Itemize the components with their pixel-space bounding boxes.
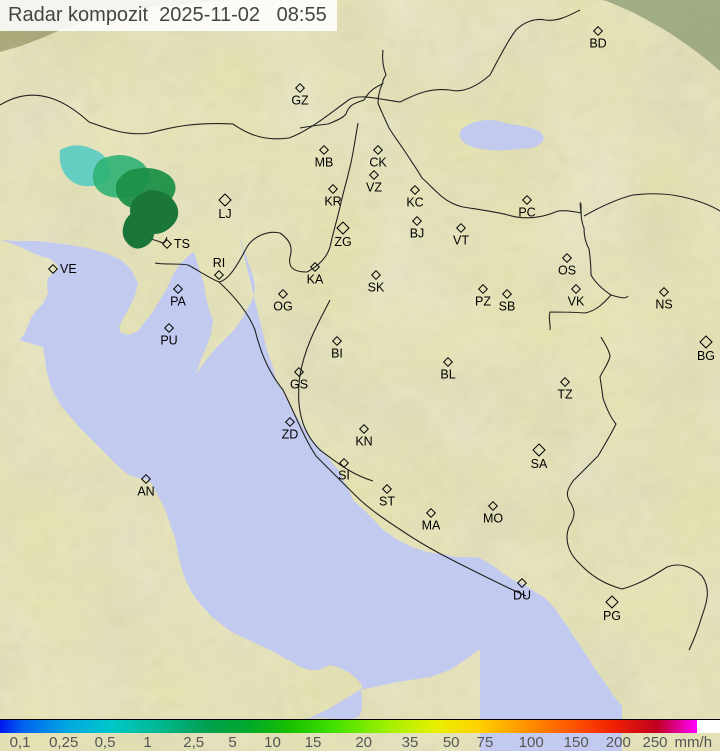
svg-text:0,5: 0,5 [95,734,116,751]
svg-text:PA: PA [170,294,186,308]
svg-text:VK: VK [568,294,585,308]
svg-text:RI: RI [213,256,226,270]
svg-text:PU: PU [160,333,177,347]
svg-text:GZ: GZ [291,93,309,107]
svg-text:ZD: ZD [282,427,299,441]
svg-text:KC: KC [406,195,423,209]
svg-text:50: 50 [443,734,460,751]
svg-text:0,25: 0,25 [49,734,78,751]
svg-text:2,5: 2,5 [183,734,204,751]
svg-text:15: 15 [305,734,322,751]
svg-text:SB: SB [499,299,516,313]
svg-text:BG: BG [697,349,715,363]
svg-text:AN: AN [137,484,154,498]
svg-text:OS: OS [558,263,576,277]
svg-text:LJ: LJ [218,207,231,221]
svg-text:VZ: VZ [366,180,382,194]
svg-text:BI: BI [331,346,343,360]
svg-text:PC: PC [518,205,535,219]
svg-text:TS: TS [174,237,190,251]
svg-text:150: 150 [564,734,589,751]
svg-text:PG: PG [603,609,621,623]
svg-text:MO: MO [483,511,503,525]
svg-text:PZ: PZ [475,294,491,308]
svg-text:SK: SK [368,280,385,294]
svg-text:MA: MA [422,518,441,532]
svg-text:VE: VE [60,262,77,276]
svg-text:BD: BD [589,36,606,50]
svg-text:10: 10 [264,734,281,751]
svg-text:mm/h: mm/h [675,734,713,751]
svg-text:200: 200 [606,734,631,751]
svg-text:CK: CK [369,155,387,169]
svg-text:0,1: 0,1 [10,734,31,751]
svg-text:1: 1 [143,734,151,751]
svg-text:75: 75 [477,734,494,751]
svg-text:GS: GS [290,377,308,391]
svg-text:VT: VT [453,233,469,247]
svg-text:DU: DU [513,588,531,602]
svg-text:SA: SA [531,457,548,471]
svg-text:100: 100 [519,734,544,751]
svg-text:20: 20 [355,734,372,751]
svg-text:TZ: TZ [557,387,573,401]
svg-text:SI: SI [338,468,350,482]
svg-text:BJ: BJ [410,226,425,240]
svg-text:KA: KA [307,272,324,286]
svg-text:ZG: ZG [334,235,351,249]
svg-text:OG: OG [273,299,292,313]
svg-text:BL: BL [440,367,455,381]
svg-text:5: 5 [228,734,236,751]
svg-text:KN: KN [355,434,372,448]
svg-text:250: 250 [642,734,667,751]
svg-text:35: 35 [402,734,419,751]
svg-text:MB: MB [315,155,334,169]
svg-text:KR: KR [324,194,341,208]
svg-text:ST: ST [379,494,395,508]
svg-text:NS: NS [655,297,672,311]
